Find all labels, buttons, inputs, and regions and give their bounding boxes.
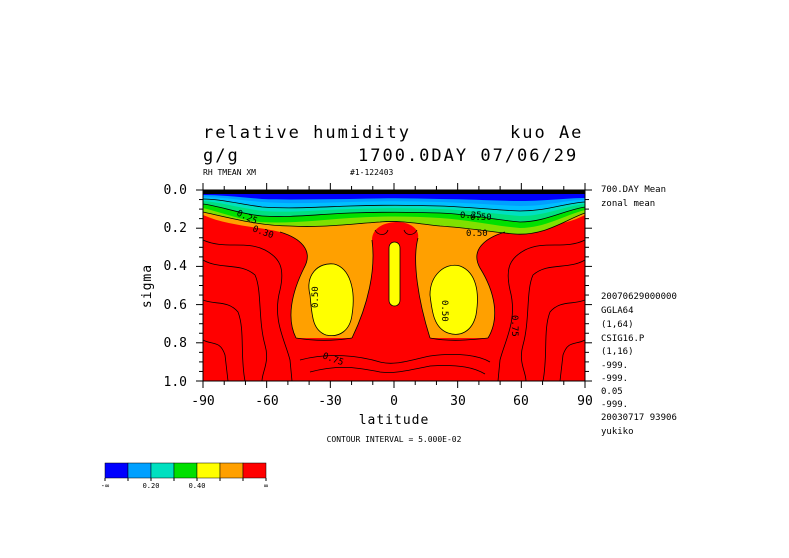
- colorbar-label: 0.20: [143, 482, 160, 490]
- y-axis-tick-labels: 0.0 0.2 0.4 0.6 0.8 1.0: [164, 183, 188, 390]
- side-info-line: 700.DAY Mean: [601, 185, 666, 195]
- side-info-line: 20070629000000: [601, 292, 677, 302]
- side-info-line: zonal mean: [601, 199, 655, 209]
- colorbar-swatch: [104, 462, 129, 479]
- side-info-line: CSIG16.P: [601, 334, 645, 344]
- colorbar-label: 0.40: [189, 482, 206, 490]
- side-info-line: 20030717 93906: [601, 413, 677, 423]
- side-info-line: -999.: [601, 400, 628, 410]
- side-info-line: GGLA64: [601, 306, 634, 316]
- x-tick-label: -30: [318, 394, 341, 409]
- y-tick-label: 0.6: [164, 298, 187, 313]
- contour-label: 0.50: [470, 213, 492, 223]
- fill-level-yellow-center: [389, 242, 400, 306]
- contour-label: 0.25: [460, 211, 482, 221]
- y-axis-label: sigma: [140, 264, 155, 308]
- colorbar-swatch: [127, 462, 152, 479]
- x-axis-label: latitude: [359, 413, 430, 428]
- y-tick-label: 0.8: [164, 336, 187, 351]
- chart-title-right: kuo Ae: [510, 123, 583, 143]
- chart-title: relative humidity: [203, 123, 411, 143]
- contour-label: 0.75: [509, 315, 519, 337]
- x-tick-label: 60: [513, 394, 529, 409]
- x-tick-label: 90: [577, 394, 593, 409]
- side-info-line: (1,64): [601, 320, 634, 330]
- units-label: g/g: [203, 146, 240, 166]
- side-info-line: (1,16): [601, 347, 634, 357]
- colorbar-swatch: [173, 462, 198, 479]
- side-info-line: 0.05: [601, 387, 623, 397]
- y-tick-label: 1.0: [164, 375, 187, 390]
- side-info-line: -999.: [601, 374, 628, 384]
- y-tick-label: 0.2: [164, 221, 187, 236]
- colorbar: [104, 462, 267, 481]
- side-info-line: -999.: [601, 361, 628, 371]
- fill-level-yellow-left: [308, 263, 354, 336]
- x-tick-label: -90: [191, 394, 214, 409]
- y-tick-label: 0.0: [164, 183, 187, 198]
- side-info: 700.DAY Mean zonal mean 20070629000000 G…: [601, 185, 677, 437]
- colorbar-labels: -∞ 0.20 0.40 ∞: [101, 482, 268, 490]
- side-info-line: yukiko: [601, 427, 634, 437]
- x-tick-label: -60: [255, 394, 278, 409]
- colorbar-swatch: [196, 462, 221, 479]
- variable-sub-label: RH TMEAN XM: [203, 168, 256, 177]
- contour-interval-label: CONTOUR INTERVAL = 5.000E-02: [327, 435, 462, 444]
- axis-ticks: [196, 183, 592, 388]
- heatmap-plot-area: 0.25 0.30 0.50 0.25 0.50 0.50 0.50 0.75 …: [203, 190, 585, 381]
- time-label: 1700.0DAY 07/06/29: [358, 146, 578, 166]
- fill-level-yellow-right: [430, 265, 478, 335]
- x-axis-tick-labels: -90 -60 -30 0 30 60 90: [191, 394, 593, 409]
- contour-label: 0.50: [466, 229, 488, 239]
- fill-level-lowest: [203, 190, 585, 194]
- contour-label: 0.50: [439, 300, 449, 322]
- y-tick-label: 0.4: [164, 259, 188, 274]
- x-tick-label: 30: [450, 394, 466, 409]
- colorbar-swatch: [242, 462, 267, 479]
- colorbar-swatch: [150, 462, 175, 479]
- run-id-label: #1-122403: [350, 168, 394, 177]
- colorbar-label: -∞: [101, 482, 109, 490]
- contour-label: 0.50: [311, 286, 321, 308]
- colorbar-label: ∞: [264, 482, 268, 490]
- contour-lines: [203, 198, 585, 381]
- x-tick-label: 0: [390, 394, 398, 409]
- colorbar-swatch: [219, 462, 244, 479]
